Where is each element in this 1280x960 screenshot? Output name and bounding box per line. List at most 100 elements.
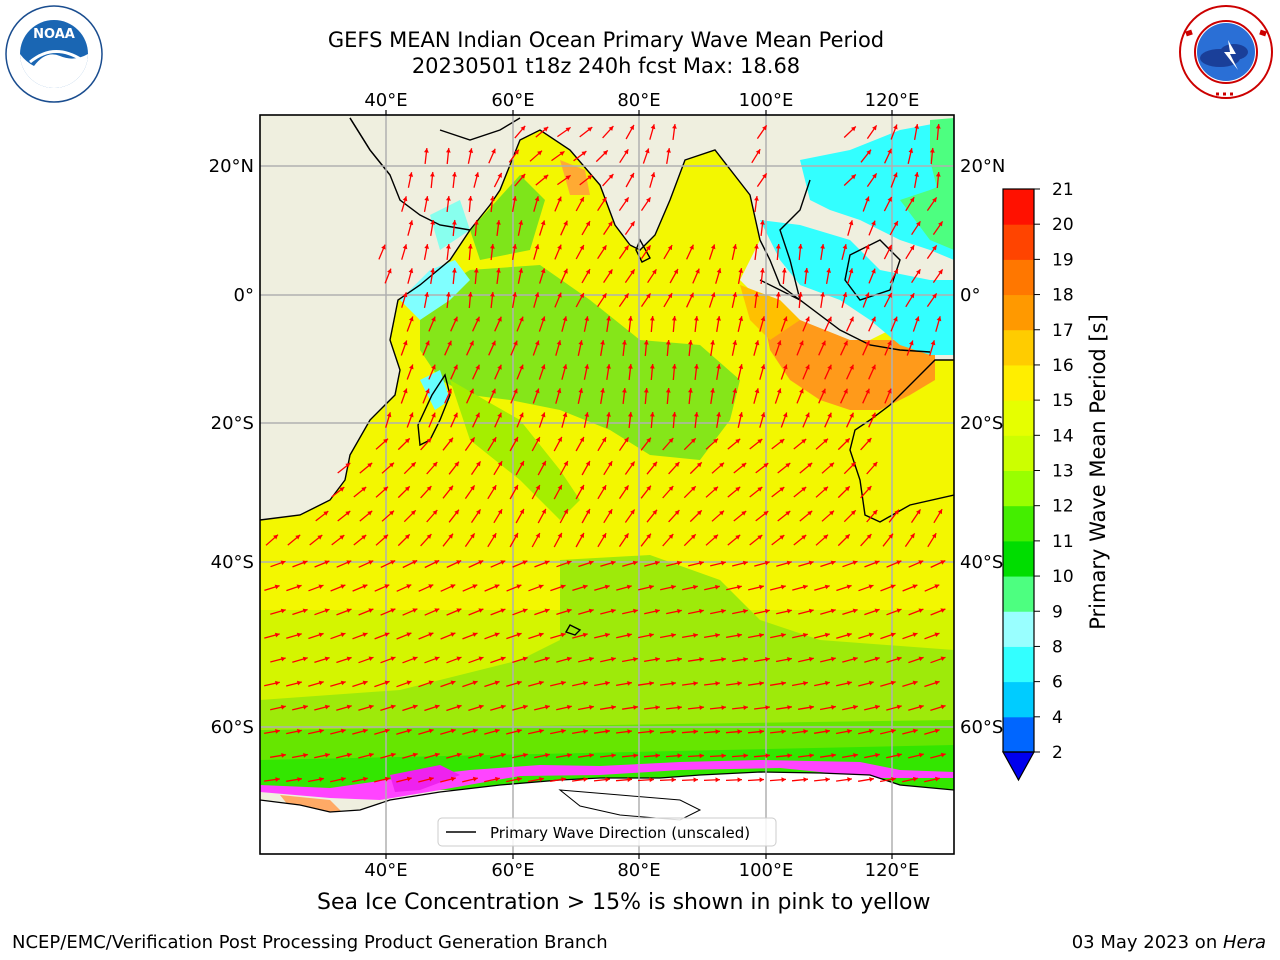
- wave-direction-arrowhead: [345, 511, 351, 516]
- wave-direction-arrowhead: [842, 292, 848, 298]
- wave-direction-arrowhead: [522, 560, 528, 565]
- colorbar-segment: [1003, 505, 1034, 542]
- wave-direction-arrowhead: [646, 245, 651, 251]
- wave-direction-arrowhead: [406, 680, 412, 686]
- wave-direction-arrowhead: [693, 681, 698, 686]
- wave-direction-arrowhead: [696, 462, 702, 468]
- noaa-logo-icon: NOAA: [4, 4, 104, 108]
- wave-direction-arrowhead: [472, 632, 478, 637]
- wave-direction-arrowhead: [496, 220, 501, 225]
- wave-direction-arrowhead: [677, 608, 682, 614]
- wave-direction-arrowhead: [408, 268, 414, 274]
- wave-direction-arrowhead: [896, 704, 902, 710]
- wave-direction-arrowhead: [544, 656, 550, 662]
- wave-direction-arrowhead: [760, 268, 765, 273]
- wave-direction-arrowhead: [567, 753, 572, 758]
- wave-direction-arrowhead: [607, 509, 613, 515]
- wave-direction-arrowhead: [694, 364, 699, 369]
- wave-direction-arrowhead: [556, 340, 562, 346]
- wave-direction-arrowhead: [600, 388, 605, 393]
- wave-direction-arrowhead: [456, 608, 462, 613]
- wave-direction-arrowhead: [367, 462, 373, 468]
- wave-direction-arrowhead: [341, 776, 346, 782]
- wave-direction-arrowhead: [754, 292, 759, 297]
- wave-direction-arrowhead: [560, 632, 566, 638]
- wave-direction-arrowhead: [432, 462, 438, 467]
- wave-direction-arrowhead: [887, 340, 892, 346]
- wave-direction-arrowhead: [450, 776, 456, 782]
- wave-direction-arrowhead: [434, 656, 440, 661]
- wave-direction-arrowhead: [890, 584, 896, 589]
- wave-direction-arrowhead: [517, 776, 522, 782]
- wave-direction-arrowhead: [754, 340, 760, 346]
- wave-direction-arrowhead: [346, 560, 352, 565]
- wave-direction-arrowhead: [627, 632, 632, 638]
- lon-label: 80°E: [617, 90, 660, 111]
- wave-direction-arrowhead: [513, 533, 518, 538]
- wave-direction-arrowhead: [716, 316, 721, 321]
- wave-direction-arrowhead: [787, 608, 792, 614]
- wave-direction-arrowhead: [776, 388, 782, 394]
- wave-direction-arrowhead: [735, 486, 741, 492]
- wave-direction-arrowhead: [467, 196, 473, 201]
- wave-direction-arrowhead: [280, 656, 286, 662]
- wave-direction-arrowhead: [431, 412, 436, 418]
- wave-direction-arrowhead: [324, 560, 330, 565]
- wave-direction-arrowhead: [846, 584, 852, 590]
- wave-direction-arrowhead: [607, 461, 613, 467]
- colorbar-tick-label: 14: [1052, 426, 1074, 446]
- colorbar-tick-label: 6: [1052, 673, 1063, 693]
- wave-direction-arrowhead: [514, 149, 519, 155]
- wave-direction-arrowhead: [346, 656, 352, 662]
- wave-direction-arrowhead: [469, 388, 474, 394]
- wave-direction-arrowhead: [935, 172, 941, 177]
- wave-direction-arrowhead: [409, 364, 414, 370]
- wave-direction-arrowhead: [872, 173, 877, 179]
- map-subtitle: 20230501 t18z 240h fcst Max: 18.68: [411, 54, 801, 78]
- wave-direction-arrowhead: [478, 656, 484, 661]
- wave-direction-arrowhead: [497, 509, 503, 515]
- wave-direction-arrowhead: [408, 172, 414, 177]
- colorbar-segment: [1003, 681, 1034, 718]
- wave-direction-arrowhead: [409, 316, 414, 322]
- wave-direction-arrowhead: [672, 124, 677, 129]
- colorbar-tick-label: 18: [1052, 286, 1074, 306]
- wave-direction-arrowhead: [846, 632, 852, 638]
- wave-direction-arrowhead: [655, 657, 660, 662]
- wave-direction-arrowhead: [940, 752, 946, 758]
- wave-direction-arrowhead: [491, 388, 496, 394]
- wave-direction-arrowhead: [754, 196, 759, 201]
- wave-direction-arrowhead: [676, 560, 682, 566]
- wave-direction-arrowhead: [585, 221, 590, 227]
- wave-direction-arrowhead: [715, 681, 720, 686]
- wave-direction-arrowhead: [538, 680, 544, 686]
- wave-direction-arrowhead: [909, 340, 914, 346]
- wave-direction-arrowhead: [759, 681, 764, 686]
- wave-direction-arrowhead: [830, 560, 836, 566]
- wave-direction-arrowhead: [644, 148, 650, 154]
- wave-direction-arrowhead: [497, 172, 502, 178]
- wave-direction-arrowhead: [540, 268, 546, 274]
- colorbar-tick-label: 2: [1052, 743, 1063, 763]
- wave-direction-arrowhead: [805, 364, 810, 370]
- wave-direction-arrowhead: [649, 364, 655, 369]
- wave-direction-arrowhead: [848, 268, 854, 274]
- wave-direction-arrowhead: [868, 632, 874, 638]
- colorbar-segment: [1003, 540, 1034, 577]
- wave-direction-arrowhead: [918, 608, 924, 613]
- nws-logo-icon: [1176, 4, 1276, 104]
- lon-label: 100°E: [739, 860, 794, 881]
- wave-direction-arrowhead: [918, 752, 924, 758]
- wave-direction-arrowhead: [655, 753, 660, 759]
- wave-direction-arrowhead: [844, 534, 850, 540]
- wave-direction-arrowhead: [540, 316, 546, 322]
- wave-direction-arrowhead: [367, 510, 373, 516]
- wave-direction-arrowhead: [534, 292, 540, 298]
- wave-direction-arrowhead: [424, 292, 429, 297]
- colorbar-tick-label: 21: [1052, 180, 1074, 200]
- wave-direction-arrowhead: [470, 485, 475, 491]
- wave-direction-arrowhead: [646, 293, 651, 299]
- wave-direction-arrowhead: [801, 487, 807, 492]
- wave-direction-arrowhead: [849, 316, 854, 322]
- wave-direction-arrowhead: [937, 509, 943, 515]
